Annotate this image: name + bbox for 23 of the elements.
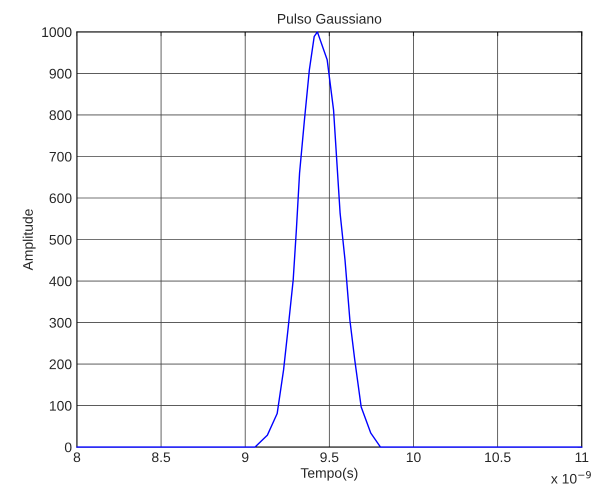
chart-title: Pulso Gaussiano	[278, 14, 382, 24]
y-tick-label: 200	[50, 359, 72, 370]
y-tick-label: 700	[50, 152, 72, 162]
x-tick-label: 9.5	[320, 452, 338, 462]
y-tick-label: 900	[50, 68, 72, 79]
y-tick-label: 800	[50, 110, 72, 120]
x-tick-label: 8.5	[152, 452, 170, 462]
y-tick-label: 500	[49, 234, 72, 245]
y-tick-label: 1000	[42, 27, 72, 38]
x-tick-label: 9	[242, 452, 248, 462]
x-tick-label: 10	[406, 452, 421, 462]
line-series	[76, 31, 582, 448]
x-tick-label: 11	[576, 452, 588, 462]
x-tick-label: 8	[74, 452, 80, 462]
text: x 10$^{−9}$	[551, 471, 591, 484]
x-axis-title: Tempo(s)	[300, 468, 358, 481]
y-tick-label: 0	[64, 442, 72, 452]
y-tick-label: 600	[50, 193, 72, 204]
y-tick-label: 400	[49, 276, 72, 286]
y-tick-label: 100	[50, 400, 72, 411]
y-tick-label: 300	[49, 318, 72, 328]
x-tick-label: 10.5	[485, 452, 511, 462]
y-axis-title: Amplitude	[22, 209, 36, 270]
